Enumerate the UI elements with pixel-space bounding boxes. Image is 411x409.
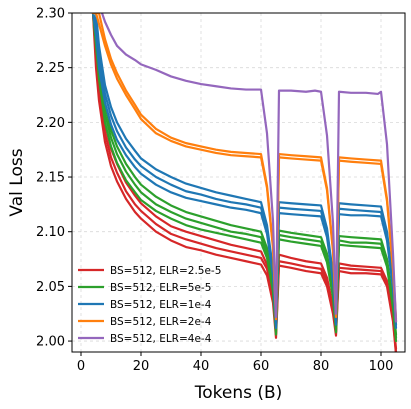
legend-label: BS=512, ELR=2.5e-5: [110, 265, 221, 277]
y-tick-label: 2.25: [36, 61, 65, 76]
plot-frame: [71, 12, 406, 353]
series-line-2-run-1: [91, 13, 398, 326]
legend-label: BS=512, ELR=2e-4: [110, 316, 212, 328]
x-tick-label: 0: [77, 359, 85, 374]
series-lines: [91, 13, 398, 352]
series-line-3-run-1: [91, 13, 398, 321]
y-axis-label: Val Loss: [7, 148, 27, 216]
series-line-1-run-0: [91, 13, 398, 343]
series-line-1-run-2: [91, 13, 398, 336]
series-line-2-run-0: [91, 13, 398, 330]
legend-label: BS=512, ELR=5e-5: [110, 282, 211, 294]
series-line-4-run-0: [100, 13, 398, 323]
legend-label: BS=512, ELR=1e-4: [110, 299, 212, 311]
legend-label: BS=512, ELR=4e-4: [110, 333, 212, 345]
y-tick-label: 2.00: [36, 335, 65, 350]
series-line-1-run-1: [91, 13, 398, 339]
axis-ticks: 0 20 40 60 80 100 2.00 2.05 2.10 2.15 2.20 2.25 2.30: [36, 7, 393, 375]
x-axis-label: Tokens (B): [194, 383, 283, 403]
x-tick-label: 80: [313, 359, 330, 374]
series-line-0-run-1: [91, 13, 398, 352]
x-tick-label: 20: [133, 359, 150, 374]
x-tick-label: 40: [193, 359, 210, 374]
y-tick-label: 2.05: [36, 280, 65, 295]
series-line-2-run-2: [91, 13, 398, 323]
series-line-0-run-0: [91, 13, 397, 352]
x-tick-label: 60: [253, 359, 270, 374]
y-tick-label: 2.30: [36, 7, 65, 22]
y-tick-label: 2.10: [36, 225, 65, 240]
y-tick-label: 2.15: [36, 171, 65, 186]
y-tick-label: 2.20: [36, 116, 65, 131]
legend: BS=512, ELR=2.5e-5 BS=512, ELR=5e-5 BS=512…: [78, 265, 221, 345]
x-tick-label: 100: [369, 359, 394, 374]
